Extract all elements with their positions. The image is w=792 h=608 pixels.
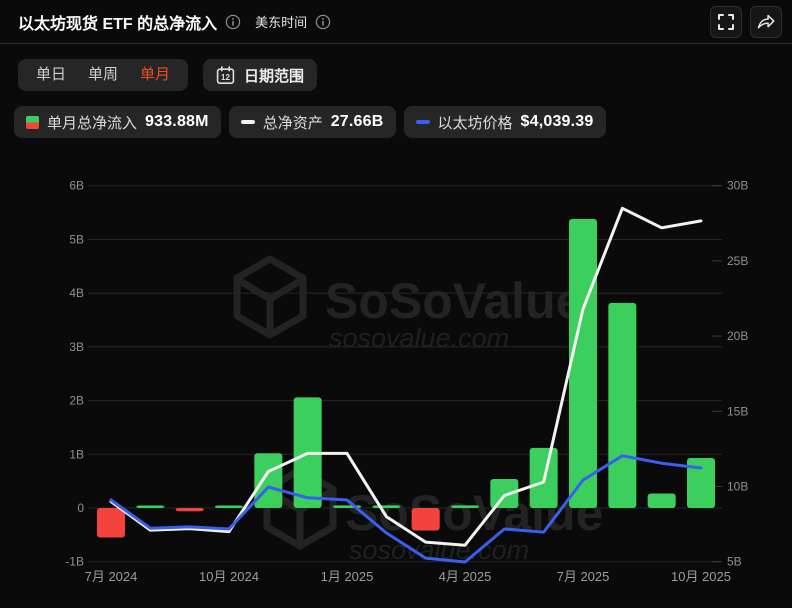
net-assets-line xyxy=(109,206,703,547)
legend-label: 总净资产 xyxy=(262,114,323,132)
calendar-icon: 12 xyxy=(216,65,235,84)
right-axis-tick: 15B xyxy=(727,404,748,418)
x-axis-tick: 10月 2024 xyxy=(199,569,259,584)
left-axis-tick: 3B xyxy=(69,340,84,354)
netflow-bar[interactable] xyxy=(450,505,479,508)
legend-label: 单月总净流入 xyxy=(47,114,138,132)
watermark-brand: SoSoValue xyxy=(325,273,583,329)
net-assets-line-swatch-icon xyxy=(240,120,255,124)
x-axis-tick: 7月 2025 xyxy=(557,569,610,584)
right-axis-tick: 10B xyxy=(727,480,748,494)
axis-labels: 6B 5B 4B 3B 2B 1B 0 -1B 30B 25B 20B 15B 10B 5B 7月 2024… xyxy=(65,179,748,584)
right-axis-tick: 30B xyxy=(727,179,748,193)
left-axis-tick: -1B xyxy=(65,555,84,569)
x-axis-tick: 4月 2025 xyxy=(439,569,492,584)
fullscreen-button[interactable] xyxy=(710,5,742,38)
period-tab-group: 单日 单周 单月 xyxy=(18,59,189,91)
chart-canvas[interactable]: SoSoValue sosovalue.com SoSoValue sosovalue… xyxy=(0,166,792,603)
right-axis-tick: 25B xyxy=(727,254,748,268)
left-axis-tick: 2B xyxy=(69,394,84,408)
netflow-bar[interactable] xyxy=(686,458,715,508)
netflow-bar[interactable] xyxy=(372,505,401,508)
netflow-bar[interactable] xyxy=(490,478,519,508)
x-axis-tick: 1月 2025 xyxy=(321,569,374,584)
tab-weekly[interactable]: 单周 xyxy=(88,66,119,83)
eth-price-line xyxy=(109,454,703,564)
eth-price-line-swatch-icon xyxy=(415,120,430,124)
right-axis-tick: 5B xyxy=(727,555,742,569)
legend-value: 933.88M xyxy=(145,113,209,130)
netflow-bar[interactable] xyxy=(254,453,283,508)
left-axis-tick: 6B xyxy=(69,179,84,193)
timezone-label: 美东时间 xyxy=(255,15,308,30)
netflow-bar[interactable] xyxy=(411,508,440,531)
legend-row: 单月总净流入 933.88M 总净资产 27.66B 以太坊价格 $4,039.… xyxy=(14,106,606,138)
netflow-bar-swatch-icon xyxy=(26,115,39,129)
date-range-button[interactable]: 12 日期范围 xyxy=(203,59,318,91)
right-axis-tick: 20B xyxy=(727,329,748,343)
combo-chart[interactable]: SoSoValuesosovalue.comSoSoValuesosovalue… xyxy=(0,166,792,603)
legend-chip-net-assets[interactable]: 总净资产 27.66B xyxy=(228,106,396,138)
legend-chip-netflow[interactable]: 单月总净流入 933.88M xyxy=(14,106,221,138)
header: 以太坊现货 ETF 的总净流入 美东时间 xyxy=(0,0,792,44)
timezone-info-icon[interactable] xyxy=(315,14,331,30)
watermark-cube-edges xyxy=(236,277,304,336)
legend-value: $4,039.39 xyxy=(520,113,594,130)
left-axis-tick: 5B xyxy=(69,232,84,246)
toolbar: 单日 单周 单月 12 日期范围 xyxy=(18,59,318,91)
legend-chip-eth-price[interactable]: 以太坊价格 $4,039.39 xyxy=(403,106,606,138)
title-info-icon[interactable] xyxy=(225,14,241,30)
netflow-bar[interactable] xyxy=(175,508,204,512)
netflow-bar[interactable] xyxy=(214,505,243,509)
share-icon xyxy=(757,14,775,29)
legend-label: 以太坊价格 xyxy=(437,114,513,132)
netflow-bar[interactable] xyxy=(608,302,637,508)
netflow-bar[interactable] xyxy=(136,505,165,509)
left-axis-tick: 0 xyxy=(77,501,84,515)
left-axis-tick: 1B xyxy=(69,447,84,461)
netflow-bar[interactable] xyxy=(647,493,676,508)
fullscreen-icon xyxy=(718,13,734,30)
date-range-label: 日期范围 xyxy=(244,67,305,85)
calendar-day-number: 12 xyxy=(221,73,230,82)
x-axis-tick: 10月 2025 xyxy=(671,569,731,584)
tab-monthly[interactable]: 单月 xyxy=(140,66,171,83)
share-button[interactable] xyxy=(750,5,782,38)
left-axis-tick: 4B xyxy=(69,286,84,300)
watermark-domain: sosovalue.com xyxy=(329,323,509,353)
legend-value: 27.66B xyxy=(330,113,384,130)
netflow-bar[interactable] xyxy=(568,219,597,508)
x-axis-tick: 7月 2024 xyxy=(85,569,138,584)
netflow-bar[interactable] xyxy=(97,508,125,538)
tab-daily[interactable]: 单日 xyxy=(36,66,67,83)
page-title: 以太坊现货 ETF 的总净流入 xyxy=(18,15,218,33)
